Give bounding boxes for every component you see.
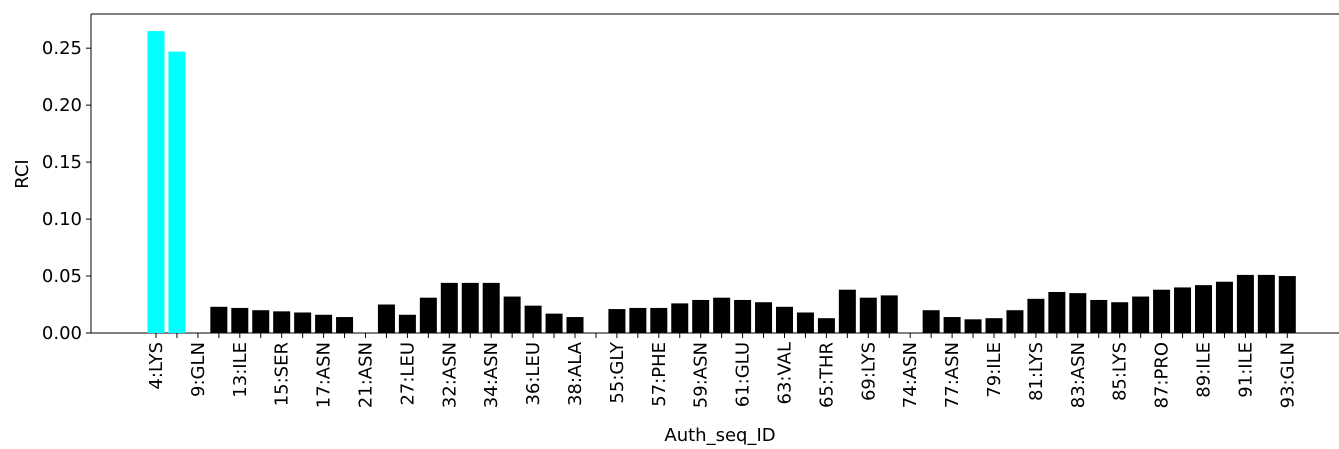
x-tick-label: 85:LYS: [1110, 342, 1131, 401]
bar: [880, 295, 898, 333]
bar: [440, 282, 458, 333]
bar: [1006, 310, 1024, 333]
y-axis: 0.00 0.05 0.10 0.15 0.20 0.25: [42, 38, 91, 344]
bar: [1153, 289, 1171, 333]
x-tick-label: 15:SER: [272, 342, 293, 406]
bar: [922, 310, 940, 333]
bar: [419, 297, 437, 333]
bar: [231, 307, 249, 333]
x-tick-label: 74:ASN: [900, 342, 921, 408]
bars-group: [147, 31, 1296, 334]
x-tick-label: 4:LYS: [146, 342, 167, 390]
bar: [1132, 296, 1150, 333]
bar: [1111, 302, 1129, 333]
x-tick-label: 38:ALA: [565, 341, 586, 406]
x-tick-label: 21:ASN: [356, 342, 377, 408]
x-tick-label: 36:LEU: [523, 342, 544, 406]
bar: [1278, 276, 1296, 333]
x-tick-label: 93:GLN: [1277, 342, 1298, 408]
bar: [985, 318, 1003, 333]
x-tick-label: 55:GLY: [607, 341, 628, 404]
bar: [629, 307, 647, 333]
bar: [1257, 274, 1275, 333]
bar: [147, 31, 165, 334]
x-axis-title: Auth_seq_ID: [664, 425, 775, 446]
bar: [503, 296, 521, 333]
bar: [524, 305, 542, 333]
bar: [796, 312, 814, 333]
bar: [692, 299, 710, 333]
bar: [252, 310, 270, 333]
bar: [671, 303, 689, 333]
bar: [817, 318, 835, 333]
y-tick-label: 0.10: [42, 209, 82, 230]
x-tick-label: 59:ASN: [691, 342, 712, 408]
y-tick-label: 0.25: [42, 38, 82, 59]
bar: [838, 289, 856, 333]
bar: [859, 297, 877, 333]
bar: [482, 282, 500, 333]
bar: [1174, 287, 1192, 333]
bar: [734, 299, 752, 333]
x-tick-label: 17:ASN: [314, 342, 335, 408]
x-tick-label: 63:VAL: [775, 342, 796, 404]
bar: [964, 319, 982, 333]
bar: [776, 306, 793, 333]
x-tick-label: 27:LEU: [397, 342, 418, 406]
bar: [545, 313, 563, 333]
x-tick-label: 79:ILE: [984, 342, 1005, 398]
bar: [1195, 285, 1212, 333]
x-tick-label: 13:ILE: [230, 342, 251, 398]
bar: [713, 297, 731, 333]
x-tick-label: 34:ASN: [481, 342, 502, 408]
x-tick-label: 65:THR: [816, 342, 837, 408]
bar: [273, 311, 291, 333]
bar: [1027, 298, 1045, 333]
bar: [398, 314, 416, 333]
bar: [336, 317, 354, 333]
bar: [1236, 274, 1254, 333]
bar: [566, 317, 584, 333]
y-tick-label: 0.00: [42, 323, 82, 344]
bar: [1090, 299, 1108, 333]
bar: [315, 314, 333, 333]
x-tick-label: 61:GLU: [733, 342, 754, 407]
x-tick-label: 9:GLN: [188, 342, 209, 397]
x-tick-label: 89:ILE: [1194, 342, 1215, 398]
x-tick-label: 91:ILE: [1235, 342, 1256, 398]
bar: [1048, 291, 1066, 333]
x-axis: 4:LYS 9:GLN 13:ILE 15:SER 17:ASN 21:ASN 27:LEU…: [146, 333, 1298, 409]
y-tick-label: 0.05: [42, 266, 82, 287]
bar: [377, 304, 395, 333]
bar: [755, 302, 773, 333]
bar: [943, 317, 961, 333]
bar: [608, 309, 626, 333]
plot-frame: [90, 13, 1339, 334]
y-tick-label: 0.15: [42, 152, 82, 173]
bar: [1215, 281, 1233, 333]
bar: [461, 282, 479, 333]
x-tick-label: 77:ASN: [942, 342, 963, 408]
bar: [650, 307, 668, 333]
x-tick-label: 69:LYS: [858, 342, 879, 401]
x-tick-label: 81:LYS: [1026, 342, 1047, 401]
x-tick-label: 32:ASN: [439, 342, 460, 408]
x-tick-label: 83:ASN: [1068, 342, 1089, 408]
x-tick-label: 87:PRO: [1152, 342, 1173, 409]
bar: [1069, 293, 1087, 334]
bar: [168, 51, 186, 333]
x-tick-label: 57:PHE: [649, 342, 670, 407]
y-axis-title: RCI: [12, 159, 33, 189]
y-tick-label: 0.20: [42, 95, 82, 116]
bar: [210, 306, 228, 333]
bar: [294, 312, 312, 333]
